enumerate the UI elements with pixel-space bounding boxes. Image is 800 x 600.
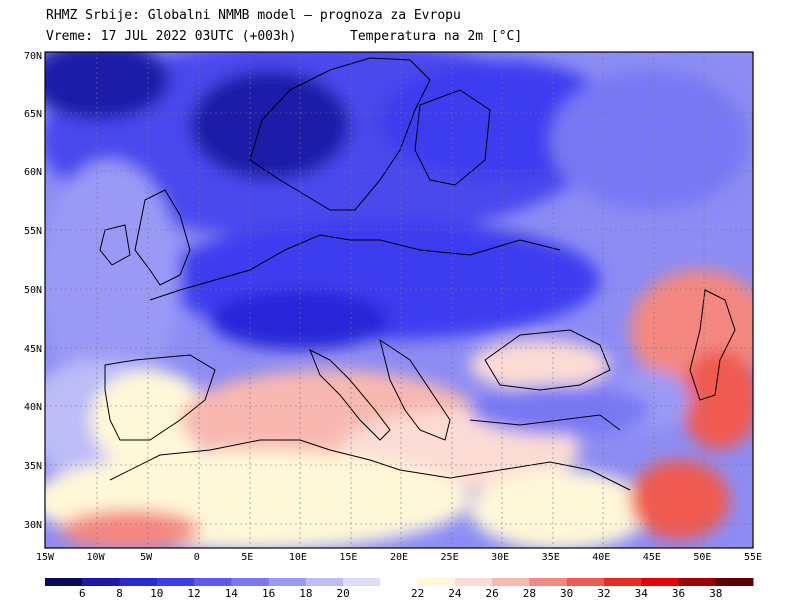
colorbar-label: 14	[225, 587, 239, 600]
colorbar-swatch	[343, 578, 381, 586]
colorbar-label: 32	[597, 587, 610, 600]
graticule	[45, 52, 753, 548]
colorbar-label: 18	[299, 587, 312, 600]
colorbar-label: 8	[116, 587, 123, 600]
colorbar-swatch	[492, 578, 530, 586]
colorbar-label: 30	[560, 587, 573, 600]
lat-label: 60N	[24, 167, 42, 178]
colorbar-swatch	[417, 578, 456, 586]
colorbar-swatch	[641, 578, 679, 586]
colorbar-label: 10	[150, 587, 163, 600]
lat-label: 35N	[24, 461, 42, 472]
lon-label: 15E	[339, 552, 357, 563]
colorbar-label: 12	[187, 587, 200, 600]
title-valid-time: Vreme: 17 JUL 2022 03UTC (+003h)	[46, 29, 297, 44]
colorbar-label: 28	[523, 587, 536, 600]
lon-label: 35E	[542, 552, 560, 563]
colorbar-swatch	[231, 578, 270, 586]
colorbar-swatch	[194, 578, 232, 586]
coastlines	[99, 57, 736, 491]
title-model: RHMZ Srbije: Globalni NMMB model — progn…	[46, 8, 461, 23]
latitude-labels: 70N 65N 60N 55N 50N 45N 40N 35N 30N	[24, 51, 42, 531]
lat-label: 50N	[24, 285, 42, 296]
colorbar-swatch	[45, 578, 83, 586]
colorbar-swatch	[305, 578, 344, 586]
colorbar-swatch	[566, 578, 605, 586]
lat-label: 40N	[24, 402, 42, 413]
lon-label: 40E	[592, 552, 610, 563]
colorbar-swatch	[715, 578, 754, 586]
lon-label: 50E	[693, 552, 711, 563]
lon-label: 45E	[643, 552, 661, 563]
lon-label: 5E	[241, 552, 253, 563]
lon-label: 0	[194, 552, 200, 563]
lon-label: 5W	[140, 552, 153, 563]
colorbar-swatch	[603, 578, 642, 586]
colorbar-label: 6	[79, 587, 86, 600]
lat-label: 55N	[24, 226, 42, 237]
colorbar-legend: 6 8 10 12 14 16 18 20 22 24 26 28 30 32 34 36 38	[45, 578, 754, 600]
lat-label: 70N	[24, 51, 42, 62]
colorbar-label: 34	[635, 587, 649, 600]
colorbar-label: 20	[336, 587, 349, 600]
lon-label: 55E	[744, 552, 762, 563]
lat-label: 45N	[24, 344, 42, 355]
colorbar-label: 16	[262, 587, 275, 600]
lon-label: 10E	[289, 552, 307, 563]
lat-label: 30N	[24, 520, 42, 531]
colorbar-swatch	[156, 578, 195, 586]
colorbar-label: 38	[709, 587, 722, 600]
colorbar-label: 24	[448, 587, 462, 600]
colorbar-label: 26	[486, 587, 499, 600]
colorbar-label: 36	[672, 587, 685, 600]
lon-label: 10W	[87, 552, 106, 563]
lon-label: 20E	[390, 552, 408, 563]
lat-label: 65N	[24, 109, 42, 120]
lon-label: 30E	[491, 552, 509, 563]
colorbar-swatch	[454, 578, 493, 586]
colorbar-swatch	[82, 578, 121, 586]
colorbar-label: 22	[411, 587, 424, 600]
colorbar-swatch	[678, 578, 717, 586]
title-variable: Temperatura na 2m [°C]	[350, 29, 523, 44]
lon-label: 15W	[36, 552, 55, 563]
colorbar-swatch	[268, 578, 307, 586]
colorbar-swatch	[380, 578, 419, 586]
lon-label: 25E	[441, 552, 459, 563]
map-frame	[44, 51, 754, 549]
longitude-labels: 15W 10W 5W 0 5E 10E 15E 20E 25E 30E 35E 40E 45E 50E 55…	[36, 552, 762, 563]
colorbar-swatch	[529, 578, 568, 586]
temperature-field	[45, 52, 753, 548]
colorbar-swatch	[119, 578, 158, 586]
